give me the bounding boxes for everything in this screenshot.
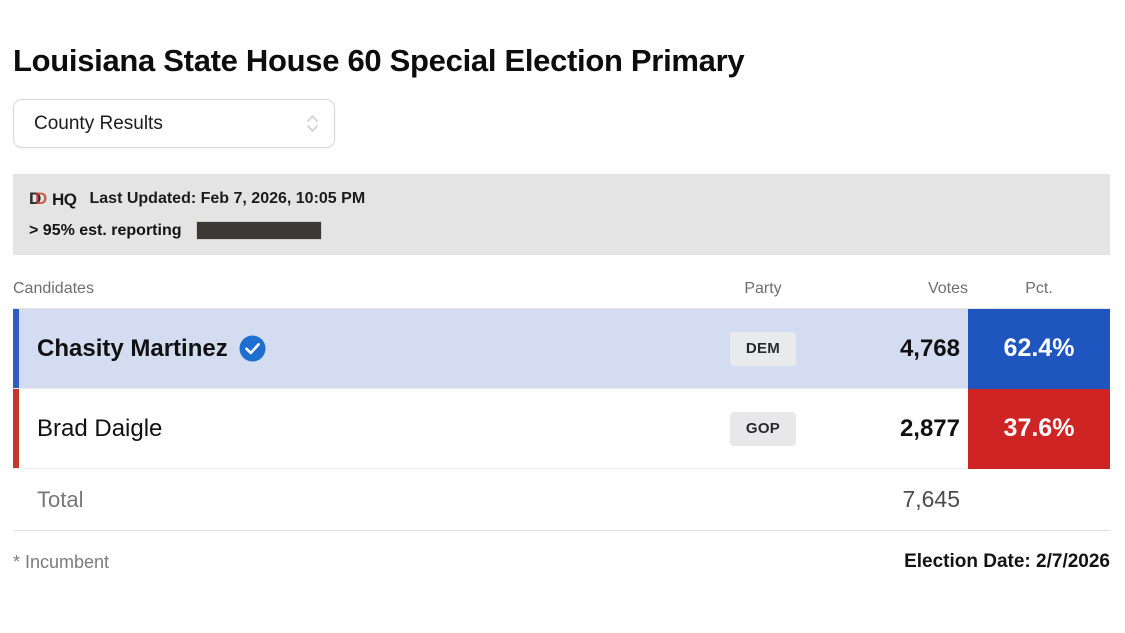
ddhq-hq-text: HQ — [52, 190, 77, 210]
results-table: Candidates Party Votes Pct. Chasity Mart… — [13, 269, 1110, 532]
check-circle-icon — [239, 335, 266, 362]
candidate-name: Chasity Martinez — [37, 334, 228, 362]
total-votes: 7,645 — [902, 486, 960, 513]
chevron-up-down-icon[interactable] — [307, 115, 318, 132]
election-date: Election Date: 2/7/2026 — [904, 551, 1110, 573]
pct-value: 62.4% — [968, 308, 1110, 389]
party-badge: GOP — [730, 411, 796, 446]
table-total-row: Total 7,645 — [13, 469, 1110, 532]
total-label: Total — [37, 486, 84, 512]
party-accent-bar — [13, 389, 19, 469]
county-results-select[interactable]: County Results — [13, 99, 335, 149]
status-reporting-line: > 95% est. reporting — [29, 220, 1110, 241]
candidate-name: Brad Daigle — [37, 414, 163, 442]
incumbent-note: * Incumbent — [13, 551, 110, 572]
votes-value: 4,768 — [899, 334, 960, 362]
page-title: Louisiana State House 60 Special Electio… — [13, 43, 745, 78]
status-updated-line: D D HQ Last Updated: Feb 7, 2026, 10:05 … — [29, 188, 1110, 210]
select-value: County Results — [34, 112, 163, 134]
status-bar: D D HQ Last Updated: Feb 7, 2026, 10:05 … — [13, 174, 1110, 256]
last-updated-text: Last Updated: Feb 7, 2026, 10:05 PM — [89, 190, 366, 208]
votes-value: 2,877 — [899, 414, 960, 442]
footer: * Incumbent Election Date: 2/7/2026 — [13, 551, 1110, 573]
table-row[interactable]: Chasity Martinez DEM 4,768 62.4% — [13, 308, 1110, 390]
ddhq-double-d-mark: D D — [29, 189, 47, 209]
header-votes: Votes — [927, 279, 968, 297]
header-pct: Pct. — [1025, 279, 1053, 297]
header-party: Party — [744, 279, 782, 297]
candidate-name-cell: Chasity Martinez — [13, 335, 673, 363]
table-header-row: Candidates Party Votes Pct. — [13, 269, 1110, 310]
party-accent-bar — [13, 309, 19, 389]
candidate-name-cell: Brad Daigle — [13, 415, 673, 443]
party-badge: DEM — [730, 331, 796, 366]
table-row[interactable]: Brad Daigle GOP 2,877 37.6% — [13, 388, 1110, 470]
reporting-progress-bar — [195, 221, 322, 241]
header-candidates: Candidates — [13, 279, 94, 297]
pct-value: 37.6% — [968, 388, 1110, 469]
reporting-percent-text: > 95% est. reporting — [29, 221, 182, 239]
ddhq-logo: D D HQ — [29, 190, 77, 208]
